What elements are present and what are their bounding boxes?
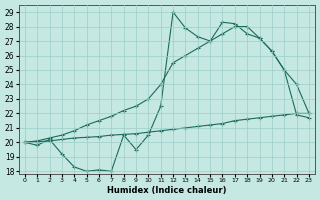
X-axis label: Humidex (Indice chaleur): Humidex (Indice chaleur) (107, 186, 227, 195)
